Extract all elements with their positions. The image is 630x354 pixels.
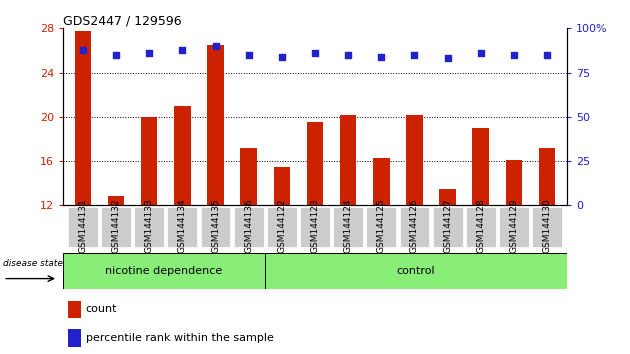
Text: GSM144128: GSM144128	[476, 198, 485, 253]
Bar	[74, 30, 91, 205]
Point	[476, 50, 486, 56]
Point	[144, 50, 154, 56]
FancyBboxPatch shape	[63, 253, 265, 289]
Text: GSM144122: GSM144122	[277, 199, 287, 253]
Bar	[241, 148, 257, 205]
Text: GSM144132: GSM144132	[112, 198, 120, 253]
Text: count: count	[86, 304, 117, 314]
Point	[509, 52, 519, 58]
FancyBboxPatch shape	[101, 207, 131, 247]
Bar	[539, 148, 556, 205]
Text: GDS2447 / 129596: GDS2447 / 129596	[63, 14, 181, 27]
Point	[376, 54, 386, 59]
Text: GSM144127: GSM144127	[443, 198, 452, 253]
FancyBboxPatch shape	[265, 253, 567, 289]
FancyBboxPatch shape	[333, 207, 363, 247]
Point	[111, 52, 121, 58]
Bar	[340, 115, 357, 205]
Text: GSM144135: GSM144135	[211, 198, 220, 253]
Text: GSM144126: GSM144126	[410, 198, 419, 253]
FancyBboxPatch shape	[168, 207, 197, 247]
FancyBboxPatch shape	[399, 207, 430, 247]
Bar	[141, 117, 158, 205]
Text: GSM144124: GSM144124	[343, 199, 353, 253]
Point	[210, 43, 220, 49]
Point	[244, 52, 254, 58]
FancyBboxPatch shape	[134, 207, 164, 247]
Point	[443, 56, 453, 61]
Text: nicotine dependence: nicotine dependence	[105, 266, 222, 276]
Point	[343, 52, 353, 58]
Point	[78, 47, 88, 52]
FancyBboxPatch shape	[200, 207, 231, 247]
Text: GSM144130: GSM144130	[542, 198, 552, 253]
Bar	[207, 45, 224, 205]
Bar	[273, 167, 290, 205]
FancyBboxPatch shape	[433, 207, 462, 247]
Text: GSM144131: GSM144131	[78, 198, 88, 253]
Bar	[108, 196, 124, 205]
FancyBboxPatch shape	[234, 207, 263, 247]
Bar	[506, 160, 522, 205]
Bar	[406, 115, 423, 205]
Point	[177, 47, 187, 52]
FancyBboxPatch shape	[532, 207, 562, 247]
Text: percentile rank within the sample: percentile rank within the sample	[86, 333, 273, 343]
Text: GSM144129: GSM144129	[510, 198, 518, 253]
Bar	[373, 158, 389, 205]
FancyBboxPatch shape	[367, 207, 396, 247]
Point	[277, 54, 287, 59]
FancyBboxPatch shape	[267, 207, 297, 247]
Bar	[174, 106, 191, 205]
Text: disease state: disease state	[3, 258, 63, 268]
Bar	[439, 189, 456, 205]
Point	[410, 52, 420, 58]
Text: control: control	[396, 266, 435, 276]
Point	[542, 52, 552, 58]
Bar	[68, 329, 81, 347]
Bar	[472, 128, 489, 205]
Point	[310, 50, 320, 56]
Text: GSM144133: GSM144133	[145, 198, 154, 253]
Text: GSM144123: GSM144123	[311, 198, 319, 253]
FancyBboxPatch shape	[466, 207, 496, 247]
Text: GSM144125: GSM144125	[377, 198, 386, 253]
Bar	[307, 122, 323, 205]
Text: GSM144134: GSM144134	[178, 198, 187, 253]
FancyBboxPatch shape	[300, 207, 330, 247]
Bar	[68, 301, 81, 318]
FancyBboxPatch shape	[68, 207, 98, 247]
FancyBboxPatch shape	[499, 207, 529, 247]
Text: GSM144136: GSM144136	[244, 198, 253, 253]
